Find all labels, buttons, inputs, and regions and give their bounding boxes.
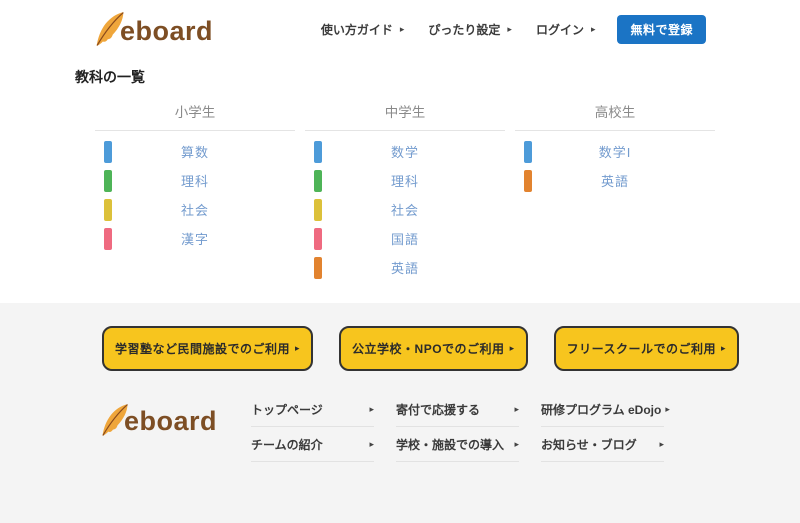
chevron-right-icon: ▸ [399, 23, 405, 34]
subject-rows: 数学I 英語 [515, 131, 715, 195]
feather-icon [96, 12, 124, 46]
cta-button-label: フリースクールでのご利用 [566, 342, 716, 356]
header: eboard 使い方ガイド ▸ ぴったり設定 ▸ ログイン ▸ 無料で登録 [94, 0, 706, 47]
register-button[interactable]: 無料で登録 [617, 14, 706, 44]
subject-color-bar [314, 169, 322, 192]
subject-label: 数学I [598, 145, 632, 160]
section-title: 教科の一覧 [75, 69, 145, 85]
subject-color-bar [314, 227, 322, 250]
column-heading: 中学生 [305, 101, 505, 131]
subject-label: 算数 [180, 145, 209, 160]
chevron-right-icon: ▸ [590, 23, 596, 34]
nav-item-login[interactable]: ログイン ▸ [536, 21, 596, 38]
subject-link-rika-j[interactable]: 理科 [305, 166, 505, 195]
cta-free-school-button[interactable]: フリースクールでのご利用 ▸ [553, 326, 740, 371]
chevron-right-icon: ▸ [509, 343, 515, 353]
subject-color-bar [524, 169, 532, 192]
subject-link-eigo-h[interactable]: 英語 [515, 166, 715, 195]
chevron-right-icon: ▸ [721, 343, 727, 353]
nav-item-label: ログイン [535, 22, 584, 37]
chevron-right-icon: ▸ [507, 23, 512, 34]
footer-link-school-adoption[interactable]: 学校・施設での導入 ▸ [396, 436, 520, 462]
cta-buttons: 学習塾など民間施設でのご利用 ▸ 公立学校・NPOでのご利用 ▸ フリースクール… [102, 326, 800, 371]
footer-link-label: 寄付で応援する [396, 403, 481, 417]
footer-link-edojo[interactable]: 研修プログラム eDojo ▸ [541, 401, 670, 427]
subject-label: 社会 [180, 203, 209, 218]
footer-link-news-blog[interactable]: お知らせ・ブログ ▸ [541, 436, 665, 462]
subject-label: 漢字 [180, 232, 209, 247]
subject-label: 理科 [390, 174, 419, 189]
chevron-right-icon: ▸ [369, 439, 375, 449]
footer: eboard トップページ ▸ 寄付で応援する ▸ 研修プログラム eDojo … [100, 399, 800, 462]
column-heading: 高校生 [515, 101, 715, 131]
subject-label: 英語 [600, 174, 629, 189]
main: 教科の一覧 小学生 算数 理科 社会 漢字 [0, 67, 800, 282]
subject-color-bar [104, 140, 112, 163]
chevron-right-icon: ▸ [665, 404, 670, 414]
subject-color-bar [524, 140, 532, 163]
nav-item-guide[interactable]: 使い方ガイド ▸ [321, 21, 405, 38]
footer-logo-text: eboard [124, 406, 218, 436]
subject-link-sugaku[interactable]: 数学 [305, 137, 505, 166]
cta-public-school-button[interactable]: 公立学校・NPOでのご利用 ▸ [339, 326, 528, 371]
subject-column-high-school: 高校生 数学I 英語 [515, 101, 715, 195]
chevron-right-icon: ▸ [659, 439, 665, 449]
cta-button-label: 学習塾など民間施設でのご利用 [115, 342, 291, 356]
subject-column-junior-high: 中学生 数学 理科 社会 国語 [305, 101, 505, 282]
subject-link-sugaku1[interactable]: 数学I [515, 137, 715, 166]
subject-link-sansu[interactable]: 算数 [95, 137, 295, 166]
subject-color-bar [104, 198, 112, 221]
subject-link-kokugo[interactable]: 国語 [305, 224, 505, 253]
cta-button-label: 公立学校・NPOでのご利用 [352, 342, 505, 356]
subject-link-eigo-j[interactable]: 英語 [305, 253, 505, 282]
cta-private-school-button[interactable]: 学習塾など民間施設でのご利用 ▸ [102, 326, 314, 371]
logo[interactable]: eboard [94, 11, 213, 47]
chevron-right-icon: ▸ [514, 439, 520, 449]
chevron-right-icon: ▸ [514, 404, 520, 414]
subject-label: 社会 [390, 203, 419, 218]
chevron-right-icon: ▸ [369, 404, 375, 414]
nav-item-settings[interactable]: ぴったり設定 ▸ [428, 21, 512, 38]
nav-item-label: 使い方ガイド [320, 22, 393, 37]
footer-link-label: チームの紹介 [251, 438, 323, 452]
subject-link-shakai-e[interactable]: 社会 [95, 195, 295, 224]
footer-link-top-page[interactable]: トップページ ▸ [251, 401, 375, 427]
subject-label: 数学 [390, 145, 419, 160]
logo-text: eboard [120, 16, 214, 46]
subject-color-bar [314, 140, 322, 163]
subject-color-bar [104, 169, 112, 192]
cta-band: 学習塾など民間施設でのご利用 ▸ 公立学校・NPOでのご利用 ▸ フリースクール… [0, 303, 800, 523]
subject-link-rika-e[interactable]: 理科 [95, 166, 295, 195]
footer-link-label: お知らせ・ブログ [541, 438, 637, 452]
subject-color-bar [314, 198, 322, 221]
footer-link-label: 研修プログラム eDojo [541, 403, 662, 417]
subject-label: 国語 [390, 232, 419, 247]
chevron-right-icon: ▸ [295, 343, 301, 353]
subject-color-bar [314, 256, 322, 279]
subject-link-kanji[interactable]: 漢字 [95, 224, 295, 253]
footer-link-label: 学校・施設での導入 [396, 438, 505, 452]
subject-rows: 数学 理科 社会 国語 英語 [305, 131, 505, 282]
footer-link-team[interactable]: チームの紹介 ▸ [251, 436, 375, 462]
footer-link-label: トップページ [251, 403, 323, 417]
footer-logo[interactable]: eboard [100, 403, 217, 437]
header-nav: 使い方ガイド ▸ ぴったり設定 ▸ ログイン ▸ 無料で登録 [297, 14, 706, 44]
subject-color-bar [104, 227, 112, 250]
column-heading: 小学生 [95, 101, 295, 131]
subject-columns: 小学生 算数 理科 社会 漢字 [95, 101, 800, 282]
subject-rows: 算数 理科 社会 漢字 [95, 131, 295, 253]
footer-link-donate[interactable]: 寄付で応援する ▸ [396, 401, 520, 427]
subject-label: 英語 [390, 261, 419, 276]
subject-link-shakai-j[interactable]: 社会 [305, 195, 505, 224]
subject-column-elementary: 小学生 算数 理科 社会 漢字 [95, 101, 295, 253]
subject-label: 理科 [180, 174, 209, 189]
nav-item-label: ぴったり設定 [428, 22, 501, 37]
